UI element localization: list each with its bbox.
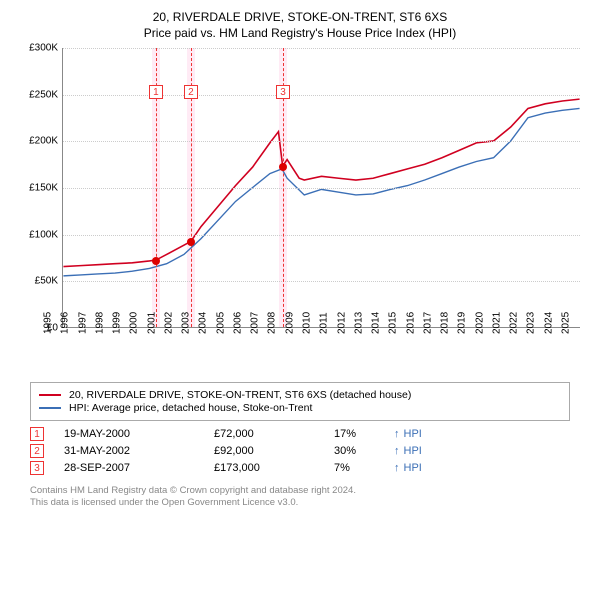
event-marker-box: 3: [276, 85, 290, 99]
footer-line-2: This data is licensed under the Open Gov…: [30, 497, 570, 509]
gridline: [63, 95, 580, 96]
event-marker-dot: [187, 238, 195, 246]
event-date: 28-SEP-2007: [64, 462, 214, 474]
event-price: £72,000: [214, 428, 334, 440]
event-marker-box: 1: [149, 85, 163, 99]
event-pct: 17%: [334, 428, 394, 440]
y-axis-label: £200K: [18, 136, 58, 147]
event-marker-box: 2: [184, 85, 198, 99]
chart-title-address: 20, RIVERDALE DRIVE, STOKE-ON-TRENT, ST6…: [8, 10, 592, 24]
event-num: 2: [30, 444, 44, 458]
legend-item: HPI: Average price, detached house, Stok…: [39, 402, 561, 414]
legend-swatch: [39, 407, 61, 409]
legend-item: 20, RIVERDALE DRIVE, STOKE-ON-TRENT, ST6…: [39, 389, 561, 401]
event-num: 1: [30, 427, 44, 441]
event-num: 3: [30, 461, 44, 475]
chart-area: 123 £0£50K£100K£150K£200K£250K£300K19951…: [20, 48, 580, 368]
event-row: 1 19-MAY-2000£72,00017%↑ HPI: [30, 427, 570, 441]
event-hpi-tag: HPI: [404, 428, 422, 440]
event-row: 3 28-SEP-2007£173,0007%↑ HPI: [30, 461, 570, 475]
event-pct: 30%: [334, 445, 394, 457]
event-hpi-tag: HPI: [404, 462, 422, 474]
legend-box: 20, RIVERDALE DRIVE, STOKE-ON-TRENT, ST6…: [30, 382, 570, 421]
plot-region: 1 2 3: [62, 48, 580, 328]
legend-swatch: [39, 394, 61, 396]
event-marker-dot: [152, 257, 160, 265]
gridline: [63, 281, 580, 282]
event-row: 2 31-MAY-2002£92,00030%↑ HPI: [30, 444, 570, 458]
y-axis-label: £300K: [18, 43, 58, 54]
legend-label: 20, RIVERDALE DRIVE, STOKE-ON-TRENT, ST6…: [69, 389, 411, 401]
event-price: £173,000: [214, 462, 334, 474]
y-axis-label: £250K: [18, 89, 58, 100]
series-property: [63, 99, 579, 266]
gridline: [63, 188, 580, 189]
event-hpi-tag: HPI: [404, 445, 422, 457]
event-date: 31-MAY-2002: [64, 445, 214, 457]
footer-text: Contains HM Land Registry data © Crown c…: [30, 485, 570, 510]
arrow-up-icon: ↑: [394, 462, 400, 474]
arrow-up-icon: ↑: [394, 428, 400, 440]
event-list: 119-MAY-2000£72,00017%↑HPI231-MAY-2002£9…: [30, 427, 570, 475]
event-price: £92,000: [214, 445, 334, 457]
gridline: [63, 48, 580, 49]
arrow-up-icon: ↑: [394, 445, 400, 457]
event-date: 19-MAY-2000: [64, 428, 214, 440]
gridline: [63, 235, 580, 236]
y-axis-label: £100K: [18, 229, 58, 240]
event-pct: 7%: [334, 462, 394, 474]
gridline: [63, 141, 580, 142]
legend-label: HPI: Average price, detached house, Stok…: [69, 402, 312, 414]
footer-line-1: Contains HM Land Registry data © Crown c…: [30, 485, 570, 497]
y-axis-label: £50K: [18, 276, 58, 287]
y-axis-label: £150K: [18, 183, 58, 194]
x-axis-label: 2025: [561, 312, 600, 334]
chart-title-sub: Price paid vs. HM Land Registry's House …: [8, 26, 592, 40]
event-marker-dot: [279, 163, 287, 171]
